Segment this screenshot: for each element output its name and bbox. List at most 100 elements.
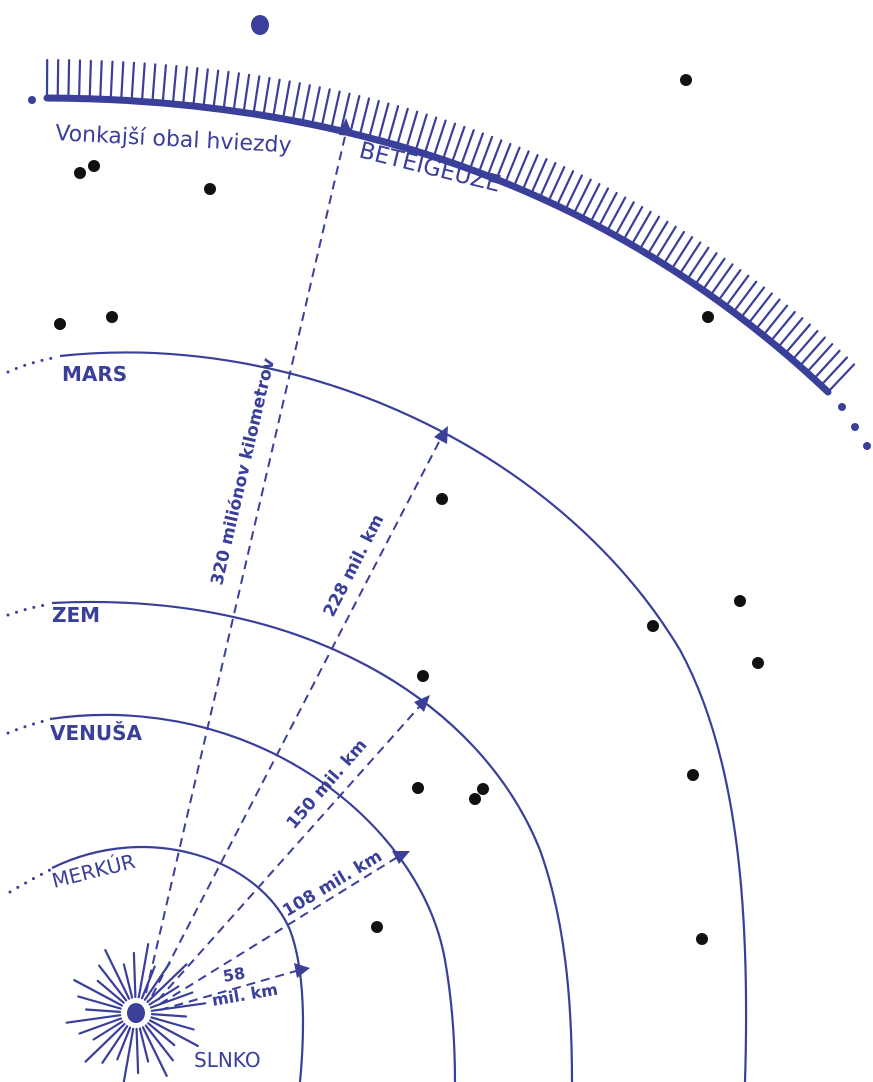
hatch-line (622, 205, 644, 242)
hatch-line (120, 61, 125, 102)
hatch-line (805, 343, 834, 374)
hatch-line (320, 88, 331, 128)
hatch-line (564, 174, 584, 211)
distance-label-merkur-line1: 58 (221, 963, 246, 986)
sun-ray (116, 1026, 132, 1061)
hatch-line (538, 162, 557, 199)
star-dot (417, 670, 429, 682)
hatch-line (130, 61, 136, 102)
sun-ray (101, 1025, 129, 1064)
shell-hatching (45, 58, 856, 394)
sun-ray (150, 1012, 187, 1018)
distance-lines (145, 118, 448, 1011)
hatch-line (423, 116, 438, 155)
hatch-line (140, 62, 146, 103)
hatch-line (597, 191, 618, 228)
hatch-line (701, 257, 726, 292)
hatch-line (572, 178, 592, 215)
hatch-line (232, 72, 240, 113)
star-dot (371, 921, 383, 933)
distance-line-venusa (159, 857, 397, 1005)
hatch-line (709, 263, 734, 297)
hatch-line (747, 292, 773, 325)
hatch-line (432, 119, 447, 158)
shell-dot (251, 15, 269, 35)
sun-label: SLNKO (194, 1048, 261, 1072)
distance-label-betelgeuse: 320 miliónov kilometrov (207, 356, 279, 587)
arrow-head (414, 695, 430, 712)
hatch-line (693, 252, 718, 286)
sun-ray (84, 1022, 126, 1063)
distance-line-merkur (159, 970, 297, 1011)
hatch-line (521, 154, 539, 192)
hatch-line (630, 210, 652, 246)
star-dot (204, 183, 216, 195)
orbit-mars (6, 351, 748, 1082)
hatch-line (88, 59, 93, 100)
hatch-line (589, 187, 610, 224)
hatch-line (99, 60, 103, 101)
hatch-line (414, 113, 428, 152)
hatch-line (77, 59, 82, 100)
sun-ray (148, 985, 180, 1006)
star-dot (436, 493, 448, 505)
star-dot (696, 933, 708, 945)
hatch-line (358, 97, 371, 137)
hatch-line (732, 280, 758, 314)
sun-ray (92, 1020, 124, 1041)
planet-label-venusa: VENUŠA (50, 721, 143, 745)
sun-ray (140, 965, 156, 1000)
hatch-line (477, 135, 494, 174)
shell-dot (863, 442, 871, 450)
hatch-line (301, 84, 311, 124)
hatch-line (242, 73, 251, 114)
betelgeuse-shell (28, 15, 871, 450)
hatch-line (826, 363, 856, 394)
hatch-line (605, 196, 627, 233)
hatch-line (784, 323, 812, 355)
hatch-line (798, 336, 826, 368)
distance-label-merkur-line2: mil. km (210, 980, 279, 1010)
hatch-line (654, 225, 677, 261)
sun-ray (96, 979, 125, 1004)
orbit-zem (6, 600, 574, 1082)
hatch-line (109, 60, 114, 101)
star-dot (680, 74, 692, 86)
star-dot (54, 318, 66, 330)
hatch-line (441, 122, 457, 161)
planet-label-zem: ZEM (52, 603, 100, 627)
hatch-line (581, 183, 601, 220)
star-dot (687, 769, 699, 781)
star-dot (734, 595, 746, 607)
sun-ray (149, 991, 194, 1009)
hatch-line (161, 64, 167, 105)
planet-label-mars: MARS (62, 362, 127, 386)
hatch-line (386, 105, 400, 144)
hatch-line (450, 125, 466, 164)
sun-ray (65, 1014, 122, 1024)
hatch-line (547, 166, 566, 203)
hatch-line (754, 298, 781, 331)
hatch-line (272, 78, 281, 119)
hatch-line (791, 330, 819, 361)
hatch-line (486, 139, 503, 177)
hatch-line (396, 107, 409, 147)
sun-core (127, 1003, 145, 1023)
hatch-line (151, 63, 157, 104)
star-dot (477, 783, 489, 795)
sun-ray (149, 1019, 199, 1048)
sun-ray (122, 1027, 135, 1082)
star-dot (88, 160, 100, 172)
hatch-line (222, 70, 230, 111)
hatch-line (614, 201, 635, 237)
hatch-line (819, 356, 849, 387)
star-dot (702, 311, 714, 323)
sun-ray (77, 995, 122, 1010)
sun-ray (122, 963, 134, 999)
hatch-line (262, 76, 271, 117)
background-stars (54, 74, 764, 945)
arrow-head (294, 963, 310, 978)
sun-ray (104, 948, 131, 1000)
orbit-venusa (6, 713, 457, 1082)
hatch-line (776, 317, 804, 349)
